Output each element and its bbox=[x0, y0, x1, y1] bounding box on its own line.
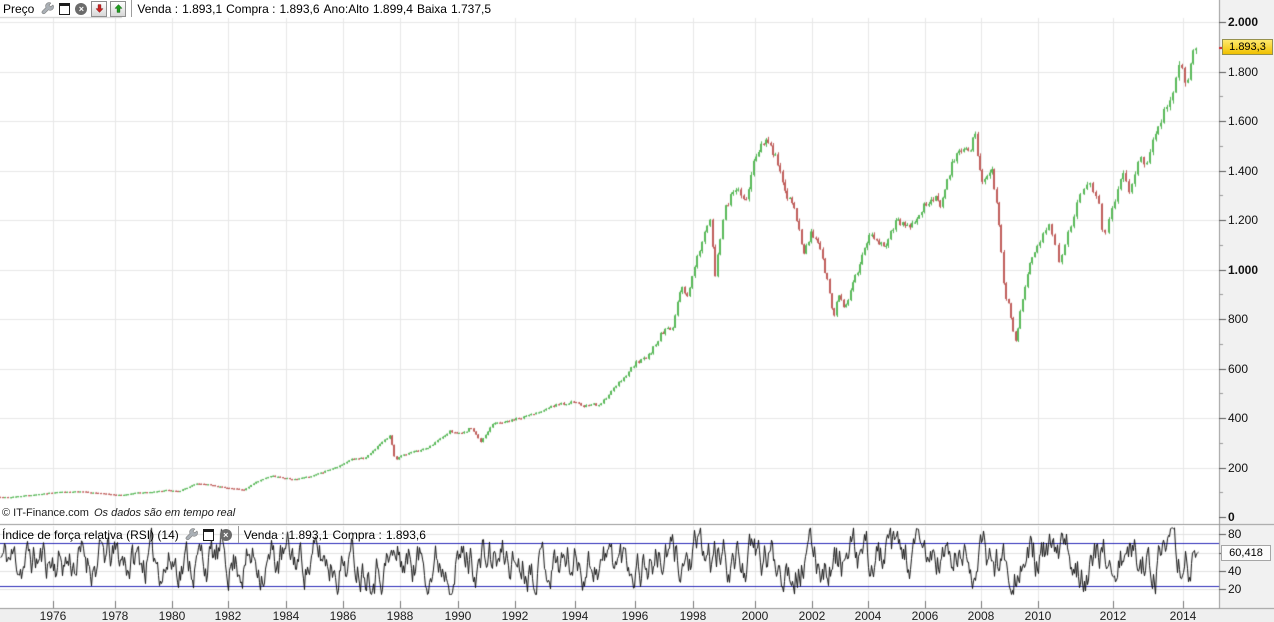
year-label: 2000 bbox=[741, 609, 769, 622]
baixa-value: 1.737,5 bbox=[450, 1, 492, 16]
price-pane-toolbar: Preço × Venda : 1.893,1 Compra : 1.893,6… bbox=[3, 0, 491, 17]
window-icon[interactable] bbox=[57, 2, 71, 16]
arrow-down-icon[interactable] bbox=[91, 0, 108, 17]
close-icon[interactable]: × bbox=[74, 2, 88, 16]
arrow-up-icon[interactable] bbox=[110, 0, 127, 17]
year-label: 2006 bbox=[911, 609, 939, 622]
compra-label: Compra : bbox=[226, 1, 276, 16]
price-axis-label: 200 bbox=[1228, 460, 1249, 475]
toolbar-separator bbox=[131, 0, 133, 17]
pane-title: Preço bbox=[3, 1, 35, 16]
rsi-axis-label: 40 bbox=[1228, 563, 1242, 578]
year-label: 1996 bbox=[621, 609, 649, 622]
venda-label: Venda : bbox=[243, 527, 285, 542]
wrench-icon[interactable] bbox=[185, 528, 199, 542]
year-label: 1982 bbox=[214, 609, 242, 622]
rsi-pane-title: Índice de força relativa (RSI) (14) bbox=[2, 527, 179, 542]
year-label: 1988 bbox=[386, 609, 414, 622]
rsi-pane-toolbar: Índice de força relativa (RSI) (14) × Ve… bbox=[2, 526, 426, 543]
price-axis-label: 1.600 bbox=[1228, 114, 1259, 128]
price-quote: Venda : 1.893,1 Compra : 1.893,6 Ano:Alt… bbox=[137, 2, 491, 16]
price-axis-label: 2.000 bbox=[1228, 15, 1259, 29]
toolbar-separator bbox=[237, 526, 239, 543]
price-axis-label: 400 bbox=[1228, 411, 1249, 425]
year-label: 1986 bbox=[329, 609, 357, 622]
year-label: 2002 bbox=[798, 609, 826, 622]
venda-label: Venda : bbox=[137, 1, 179, 16]
close-icon[interactable]: × bbox=[219, 528, 233, 542]
year-label: 2004 bbox=[854, 609, 882, 622]
year-label: 1978 bbox=[101, 609, 129, 622]
year-label: 2008 bbox=[967, 609, 995, 622]
year-label: 1984 bbox=[272, 609, 300, 622]
year-label: 1994 bbox=[561, 609, 589, 622]
venda-value: 1.893,1 bbox=[288, 527, 329, 542]
window-icon[interactable] bbox=[202, 528, 216, 542]
rsi-axis-label: 20 bbox=[1228, 582, 1242, 596]
year-label: 2014 bbox=[1169, 609, 1197, 622]
last-price-tag: 1.893,3 bbox=[1222, 39, 1273, 55]
compra-value: 1.893,6 bbox=[279, 1, 320, 16]
price-axis-label: 1.000 bbox=[1228, 262, 1259, 277]
ano-alto-label: Ano:Alto bbox=[323, 1, 369, 16]
year-label: 2012 bbox=[1099, 609, 1127, 622]
rsi-axis-label: 80 bbox=[1228, 527, 1242, 542]
year-label: 1998 bbox=[679, 609, 707, 622]
year-label: 1980 bbox=[158, 609, 186, 622]
price-axis-label: 1.400 bbox=[1228, 163, 1259, 178]
year-label: 1976 bbox=[39, 609, 67, 622]
ano-alto-value: 1.899,4 bbox=[372, 1, 413, 16]
compra-value: 1.893,6 bbox=[385, 527, 426, 542]
realtime-note: Os dados são em tempo real bbox=[93, 507, 236, 519]
venda-value: 1.893,1 bbox=[182, 1, 223, 16]
year-label: 2010 bbox=[1024, 609, 1052, 622]
price-axis-label: 1.800 bbox=[1228, 64, 1259, 79]
wrench-icon[interactable] bbox=[40, 2, 54, 16]
year-label: 1990 bbox=[444, 609, 472, 622]
copyright-note: © IT-Finance.com Os dados são em tempo re… bbox=[2, 507, 235, 519]
year-label: 1992 bbox=[501, 609, 529, 622]
copyright-source: © IT-Finance.com bbox=[2, 507, 89, 519]
price-axis-label: 1.200 bbox=[1228, 213, 1259, 227]
baixa-label: Baixa bbox=[416, 1, 447, 16]
rsi-value-tag: 60,418 bbox=[1221, 545, 1271, 561]
price-axis-label: 600 bbox=[1228, 361, 1249, 376]
rsi-quote: Venda : 1.893,1 Compra : 1.893,6 bbox=[244, 528, 426, 542]
price-axis-label: 800 bbox=[1228, 312, 1249, 326]
compra-label: Compra : bbox=[332, 527, 382, 542]
price-axis-label: 0 bbox=[1228, 510, 1235, 524]
